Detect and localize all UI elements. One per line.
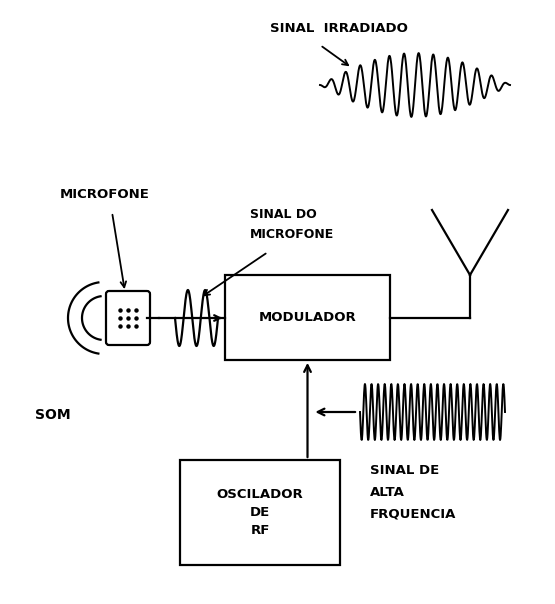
Text: SOM: SOM (35, 408, 70, 422)
Bar (180, 460, 340, 565)
Text: OSCILADOR: OSCILADOR (216, 488, 304, 501)
Text: ALTA: ALTA (370, 486, 405, 498)
Text: MODULADOR: MODULADOR (259, 311, 356, 324)
Text: FRQUENCIA: FRQUENCIA (370, 507, 456, 521)
Text: DE: DE (250, 506, 270, 519)
Text: SINAL DO: SINAL DO (250, 208, 317, 222)
Text: SINAL  IRRADIADO: SINAL IRRADIADO (270, 22, 408, 34)
Text: MICROFONE: MICROFONE (250, 228, 334, 242)
Text: RF: RF (250, 524, 270, 537)
Text: SINAL DE: SINAL DE (370, 463, 439, 477)
FancyBboxPatch shape (106, 291, 150, 345)
Text: MICROFONE: MICROFONE (60, 188, 150, 202)
Bar (225, 275, 390, 360)
